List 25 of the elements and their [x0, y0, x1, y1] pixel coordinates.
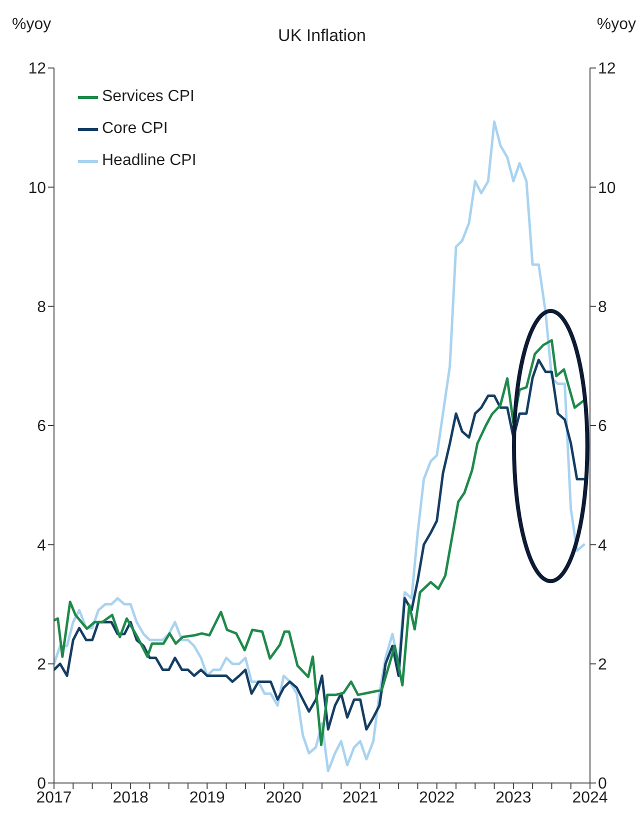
y2-tick-label: 4: [598, 537, 607, 554]
y-tick-label: 2: [37, 656, 46, 674]
y2-axis-title: %yoy: [596, 16, 636, 34]
x-tick-label: 2020: [266, 789, 302, 806]
x-tick-label: 2023: [496, 789, 532, 806]
legend-label: Headline CPI: [102, 152, 196, 170]
y-tick-label: 6: [37, 418, 46, 436]
x-tick-label: 2019: [189, 789, 226, 806]
legend-label: Core CPI: [102, 120, 168, 138]
y2-tick-label: 8: [598, 299, 607, 316]
chart-title: UK Inflation: [278, 26, 366, 45]
y2-tick-label: 10: [598, 180, 616, 197]
y-axis-title: %yoy: [12, 16, 52, 34]
x-tick-label: 2021: [342, 789, 378, 806]
y-tick-label: 10: [28, 180, 46, 197]
x-tick-label: 2022: [419, 789, 455, 806]
y-tick-label: 8: [37, 299, 46, 316]
x-tick-label: 2017: [36, 789, 72, 806]
y2-tick-label: 12: [598, 60, 616, 78]
y2-tick-label: 6: [598, 418, 607, 436]
y2-tick-label: 2: [598, 656, 607, 674]
y-tick-label: 12: [28, 60, 46, 78]
x-tick-label: 2018: [112, 789, 148, 806]
legend-label: Services CPI: [102, 88, 194, 106]
y-tick-label: 4: [37, 537, 46, 554]
